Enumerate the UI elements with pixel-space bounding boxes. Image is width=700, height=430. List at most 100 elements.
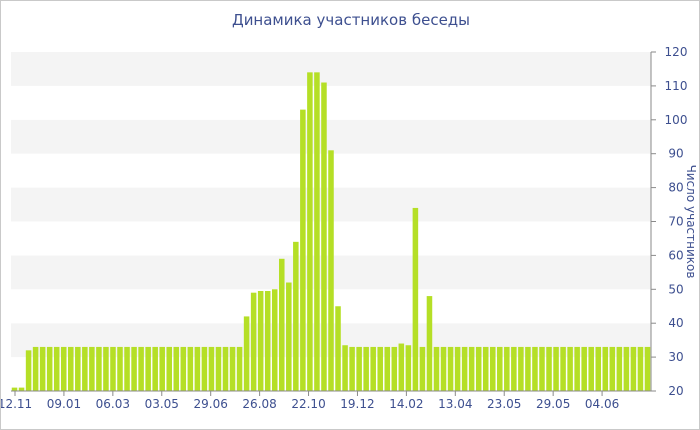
bar	[588, 346, 594, 391]
bar	[623, 346, 630, 391]
bar	[433, 346, 440, 391]
bar	[180, 346, 187, 391]
bar	[215, 346, 222, 391]
bar	[279, 258, 285, 391]
bar	[511, 346, 517, 391]
bar	[11, 387, 18, 391]
bar	[518, 346, 524, 391]
bar	[447, 346, 454, 391]
bar	[609, 346, 616, 391]
bar	[532, 346, 538, 391]
bar	[489, 346, 496, 391]
bar	[363, 346, 369, 391]
bar	[384, 346, 391, 391]
bar	[567, 346, 573, 391]
y-tick-label: 110	[665, 79, 688, 93]
bar	[131, 346, 137, 391]
bar	[60, 346, 67, 391]
bar	[644, 346, 651, 391]
bar	[356, 346, 362, 391]
bar	[349, 346, 355, 391]
bar	[616, 346, 623, 391]
bar	[504, 346, 510, 391]
x-tick-label: 04.06	[585, 397, 619, 411]
bar	[236, 346, 243, 391]
x-tick-label: 12.11	[1, 397, 32, 411]
bar	[454, 346, 461, 391]
x-tick-label: 09.01	[47, 397, 81, 411]
bar	[426, 296, 433, 391]
bar	[166, 346, 173, 391]
bar	[39, 346, 46, 391]
bar	[286, 282, 292, 391]
bar	[117, 346, 123, 391]
x-tick-label: 26.08	[242, 397, 276, 411]
bar	[342, 345, 348, 391]
bar	[75, 346, 81, 391]
bar	[103, 346, 109, 391]
y-axis: 20 30 40 50 60 70 80 90 100 110 120	[650, 45, 688, 398]
bar	[46, 346, 53, 391]
x-tick-label: 29.05	[536, 397, 570, 411]
bar	[53, 346, 60, 391]
bar	[440, 346, 447, 391]
y-axis-title: Число участников	[684, 165, 698, 279]
bar	[271, 289, 278, 391]
bar	[173, 346, 180, 391]
x-tick-label: 23.05	[487, 397, 521, 411]
bar	[264, 291, 271, 391]
y-tick-label: 60	[668, 248, 683, 262]
y-tick-label: 70	[668, 215, 683, 229]
bar	[560, 346, 566, 391]
bar	[637, 346, 644, 391]
y-tick-label: 100	[665, 113, 688, 127]
bar	[68, 346, 74, 391]
bar	[553, 346, 559, 391]
bar	[574, 346, 580, 391]
bar	[194, 346, 201, 391]
bar	[208, 346, 215, 391]
bar	[124, 346, 130, 391]
bar	[321, 82, 327, 391]
bar	[138, 346, 144, 391]
grid-band	[11, 85, 651, 120]
bar	[581, 346, 587, 391]
bar	[25, 350, 32, 391]
bar	[370, 346, 376, 391]
x-tick-label: 03.05	[145, 397, 179, 411]
bar	[595, 346, 602, 391]
bar	[630, 346, 637, 391]
bar	[391, 346, 398, 391]
bar	[307, 72, 313, 391]
x-tick-label: 22.10	[291, 397, 325, 411]
grid-band	[11, 52, 651, 86]
bar	[468, 346, 475, 391]
y-tick-label: 50	[668, 282, 683, 296]
bar	[405, 345, 412, 391]
bar	[222, 346, 229, 391]
bar	[110, 346, 116, 391]
bar	[398, 343, 405, 391]
bar	[250, 292, 257, 391]
x-tick-label: 13.04	[438, 397, 472, 411]
bar	[82, 346, 88, 391]
bar	[152, 346, 158, 391]
bar	[300, 109, 306, 391]
x-tick-label: 19.12	[340, 397, 374, 411]
chart-title: Динамика участников беседы	[231, 11, 471, 29]
y-tick-label: 20	[668, 384, 683, 398]
bar	[482, 346, 489, 391]
bar	[159, 346, 165, 391]
bar	[32, 346, 39, 391]
bar	[328, 150, 334, 391]
bar	[257, 291, 264, 391]
bar	[475, 346, 482, 391]
bar	[18, 387, 25, 391]
bar	[335, 306, 341, 391]
bar	[314, 72, 320, 391]
bar	[96, 346, 102, 391]
x-tick-label: 14.02	[389, 397, 423, 411]
x-tick-label: 29.06	[194, 397, 228, 411]
bar	[377, 346, 383, 391]
